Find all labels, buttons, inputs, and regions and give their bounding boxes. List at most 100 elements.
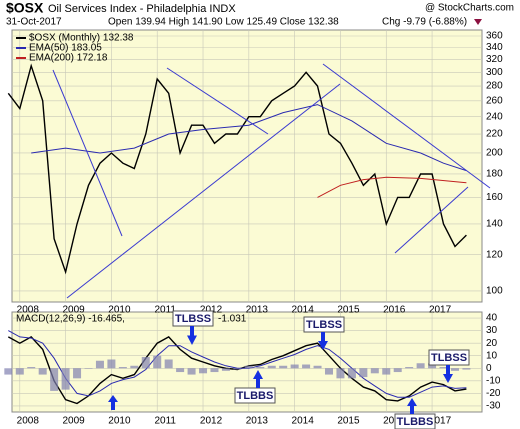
- histogram-bar: [221, 368, 230, 371]
- histogram-bar: [61, 368, 70, 390]
- y-tick-label: 30: [486, 325, 498, 336]
- trendlines: [52, 63, 491, 299]
- x-tick-label: 2017: [429, 305, 452, 316]
- histogram-bar: [370, 368, 379, 374]
- x-tick-label: 2012: [200, 416, 223, 427]
- annotation-box: [394, 413, 436, 429]
- histogram-bar: [84, 368, 93, 369]
- histogram-bar: [15, 368, 24, 375]
- down-icon: [474, 19, 482, 25]
- y-tick-label: 200: [486, 148, 503, 159]
- histogram-bar: [359, 368, 368, 378]
- legend-label: $OSX (Monthly) 132.38: [29, 33, 134, 44]
- histogram-bar: [38, 368, 47, 375]
- histogram-bar: [405, 367, 414, 369]
- annotation: TLBBS: [397, 416, 434, 428]
- y-tick-label: 340: [486, 42, 503, 53]
- quote: Open 139.94 High 141.90 Low 125.49 Close…: [108, 17, 339, 28]
- x-tick-label: 2017: [429, 416, 452, 427]
- histogram-bar: [393, 368, 402, 373]
- y-tick-label: 280: [486, 81, 503, 92]
- histogram-bar: [95, 360, 104, 369]
- series-line: [31, 104, 467, 172]
- legend-label: EMA(200) 172.18: [29, 53, 108, 64]
- x-tick-label: 2016: [383, 416, 406, 427]
- histogram-bar: [336, 368, 345, 379]
- legend-label: EMA(50) 183.05: [29, 43, 102, 54]
- annotation: TLBSS: [175, 313, 211, 325]
- histogram-bar: [416, 363, 425, 369]
- price-panel: [11, 29, 483, 303]
- histogram-bar: [164, 359, 173, 369]
- change: Chg -9.79 (-6.88%): [382, 17, 467, 28]
- histogram-bar: [302, 364, 311, 369]
- series-line: [7, 63, 467, 275]
- x-tick-label: 2012: [200, 305, 223, 316]
- annotation-arrow: [187, 326, 197, 345]
- x-tick-label: 2010: [108, 305, 131, 316]
- y-tick-label: 120: [486, 249, 503, 260]
- annotation-arrow: [318, 332, 328, 350]
- y-tick-label: 10: [486, 350, 498, 361]
- y-tick-label: 300: [486, 67, 503, 78]
- histogram-bar: [199, 368, 208, 374]
- x-tick-label: 2013: [246, 416, 269, 427]
- annotation: TLBSS: [431, 352, 467, 364]
- y-tick-label: 180: [486, 169, 503, 180]
- histogram-bar: [4, 368, 13, 375]
- x-tick-label: 2010: [108, 416, 131, 427]
- histogram-bar: [153, 355, 162, 369]
- x-tick-label: 2008: [17, 416, 40, 427]
- legend-label: MACD(12,26,9) -16.465,: [16, 314, 125, 325]
- histogram-bar: [176, 368, 185, 373]
- y-tick-label: 20: [486, 338, 498, 349]
- y-tick-label: 160: [486, 192, 503, 203]
- histogram-bar: [267, 365, 276, 369]
- histogram-bar: [187, 368, 196, 375]
- histogram-bar: [256, 367, 265, 369]
- histogram-bar: [462, 368, 471, 370]
- histogram-bar: [27, 367, 36, 369]
- x-tick-label: 2015: [337, 416, 360, 427]
- y-tick-label: 0: [486, 363, 492, 374]
- y-tick-label: 240: [486, 111, 503, 122]
- index-name: Oil Services Index - Philadelphia INDX: [48, 3, 236, 15]
- y-tick-label: -20: [486, 388, 501, 399]
- histogram-bar: [279, 365, 288, 369]
- x-tick-label: 2008: [17, 305, 40, 316]
- annotation-arrow: [407, 398, 417, 414]
- y-tick-label: -10: [486, 375, 501, 386]
- symbol: $OSX: [6, 0, 44, 16]
- histogram-bar: [347, 368, 356, 379]
- date: 31-Oct-2017: [6, 17, 62, 28]
- histogram-bar: [130, 365, 139, 369]
- x-tick-label: 2014: [292, 416, 315, 427]
- y-tick-label: 40: [486, 313, 498, 324]
- histogram-bar: [50, 368, 59, 391]
- annotation-arrow: [443, 365, 453, 383]
- x-tick-label: 2015: [337, 305, 360, 316]
- y-tick-label: -30: [486, 401, 501, 412]
- x-tick-label: 2016: [383, 305, 406, 316]
- x-tick-label: 2014: [292, 305, 315, 316]
- annotation-box: [234, 387, 276, 404]
- x-tick-label: 2011: [154, 305, 176, 316]
- series-line: [317, 176, 467, 198]
- histogram-bar: [313, 365, 322, 369]
- y-tick-label: 320: [486, 54, 503, 65]
- y-tick-label: 100: [486, 286, 503, 297]
- annotation: TLBSS: [306, 319, 342, 331]
- histogram-bar: [382, 368, 391, 375]
- y-tick-label: 260: [486, 95, 503, 106]
- x-tick-label: 2011: [154, 416, 176, 427]
- y-tick-label: 140: [486, 219, 503, 230]
- source: @ StockCharts.com: [425, 3, 514, 14]
- annotation-arrow: [108, 395, 118, 410]
- histogram-bar: [428, 363, 437, 369]
- y-tick-label: 220: [486, 129, 503, 140]
- histogram-bar: [141, 356, 150, 369]
- histogram-bar: [210, 368, 219, 373]
- histogram-bar: [290, 364, 299, 369]
- histogram-bar: [244, 365, 253, 369]
